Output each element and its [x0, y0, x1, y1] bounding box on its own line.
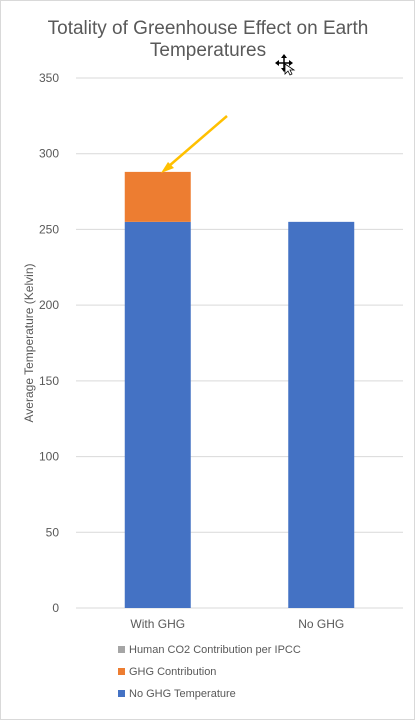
move-cursor-icon — [275, 54, 296, 76]
y-tick-label-250: 250 — [39, 222, 59, 236]
bar-with-ghg-series-0 — [124, 221, 191, 608]
bars — [124, 171, 355, 608]
y-tick-label-150: 150 — [39, 374, 59, 388]
x-tick-labels: With GHG No GHG — [130, 617, 344, 631]
y-tick-label-300: 300 — [39, 147, 59, 161]
chart-title-line-1: Totality of Greenhouse Effect on Earth — [48, 18, 369, 39]
legend-swatch-2 — [118, 690, 125, 697]
bar-no-ghg-series-0 — [288, 221, 355, 608]
legend-label-2: No GHG Temperature — [129, 688, 236, 700]
x-tick-label-0: With GHG — [130, 617, 185, 631]
y-tick-label-50: 50 — [46, 525, 60, 539]
legend-swatch-1 — [118, 668, 125, 675]
x-tick-label-1: No GHG — [298, 617, 344, 631]
legend-swatch-0 — [118, 646, 125, 653]
legend-label-1: GHG Contribution — [129, 666, 216, 678]
y-tick-label-200: 200 — [39, 298, 59, 312]
bar-with-ghg-series-1 — [124, 171, 191, 222]
y-tick-labels: 0 50 100 150 200 250 300 350 — [39, 71, 59, 615]
legend-label-0: Human CO2 Contribution per IPCC — [129, 644, 301, 656]
y-axis-title: Average Temperature (Kelvin) — [22, 264, 36, 423]
chart-title-line-2: Temperatures — [150, 40, 266, 61]
y-tick-label-0: 0 — [52, 601, 59, 615]
y-tick-label-100: 100 — [39, 450, 59, 464]
annotation-arrow — [161, 115, 228, 173]
legend: Human CO2 Contribution per IPCC GHG Contr… — [118, 644, 301, 700]
y-tick-label-350: 350 — [39, 71, 59, 85]
